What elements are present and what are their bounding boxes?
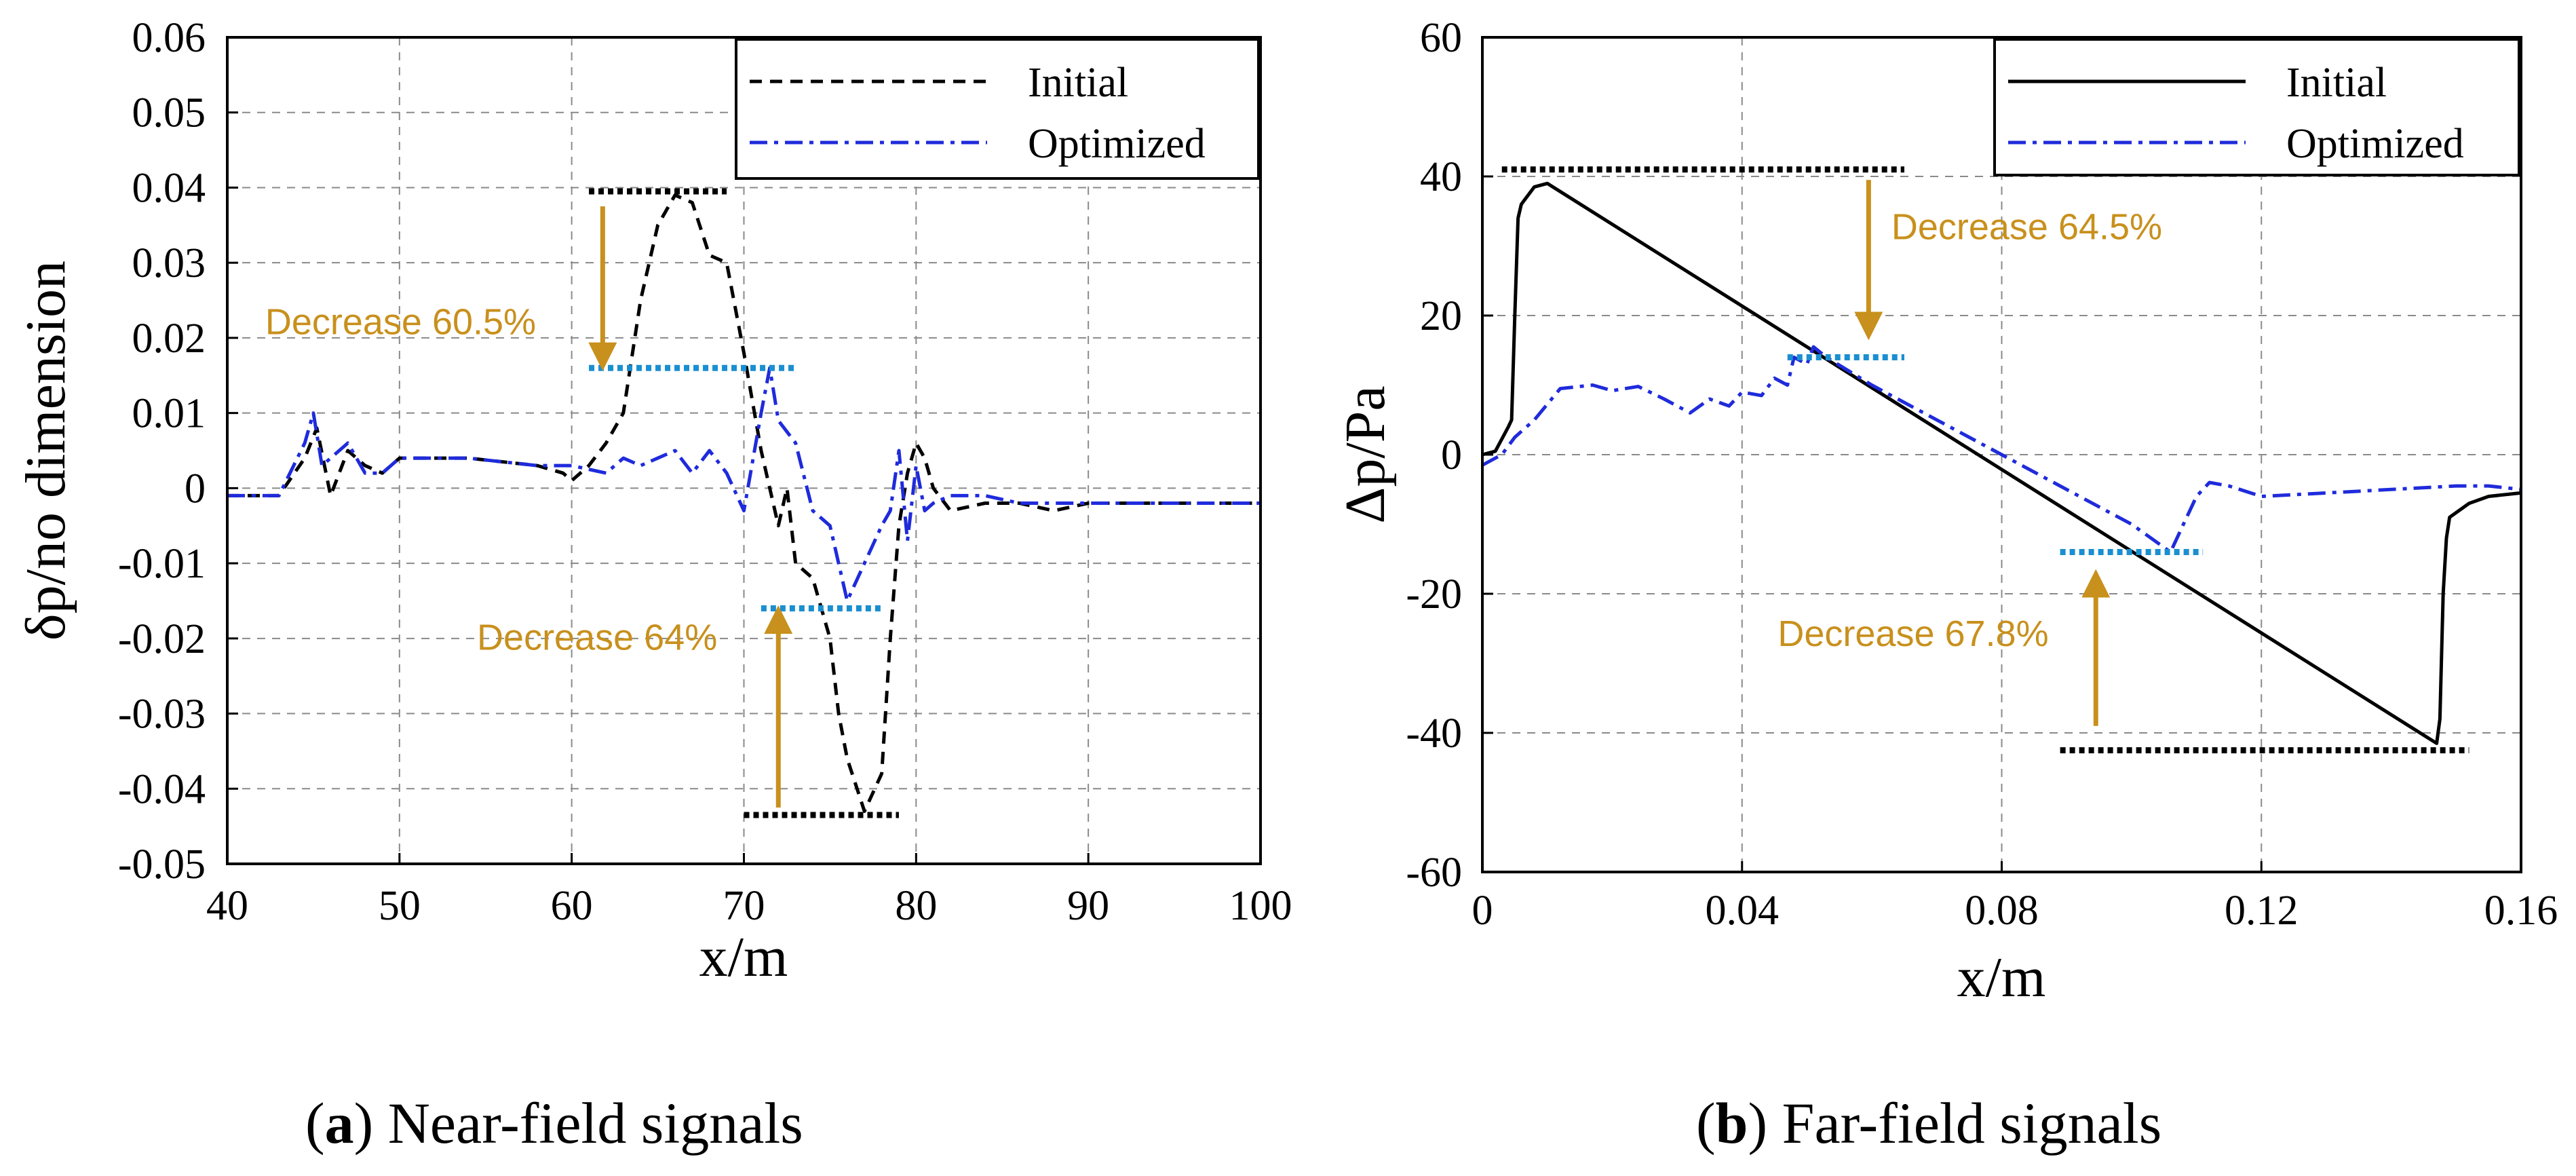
x-tick-label: 50 xyxy=(379,883,421,929)
y-tick-label: -40 xyxy=(1406,710,1462,757)
caption-far-field: (b) Far-field signals xyxy=(1696,1090,2162,1156)
plot-frame xyxy=(1481,36,2522,873)
y-axis-label: Δp/Pa xyxy=(1334,385,1397,523)
y-tick-label: 0.01 xyxy=(132,391,206,437)
legend-label-initial: Initial xyxy=(1028,60,1128,106)
y-tick-label: 60 xyxy=(1420,15,1462,61)
x-tick-label: 60 xyxy=(551,883,593,929)
legend-box xyxy=(1993,38,2520,176)
x-tick-label: 90 xyxy=(1067,883,1109,929)
caption-panel-letter: b xyxy=(1715,1090,1748,1156)
x-axis-label: x/m xyxy=(699,926,788,989)
y-tick-label: 0.05 xyxy=(132,90,206,136)
x-tick-label: 80 xyxy=(895,883,937,929)
y-tick-label: 0 xyxy=(1441,432,1462,478)
chart-far-field: 0 0.04 0.08 0.12 0.16 60 40 20 0 -20 -40 -60 Decreas… xyxy=(1334,15,2558,1009)
legend-label-optimized: Optimized xyxy=(2286,121,2464,167)
y-tick-label: -20 xyxy=(1406,571,1462,618)
chart-near-field: 40 50 60 70 80 90 100 0.06 0.05 0.04 0.03 0.02 0.01 0… xyxy=(14,15,1292,989)
x-tick-label: 100 xyxy=(1229,883,1292,929)
x-tick-label: 0.04 xyxy=(1706,888,1780,934)
y-tick-label: 20 xyxy=(1420,293,1462,339)
x-tick-label: 40 xyxy=(206,883,248,929)
annotation-label: Decrease 64% xyxy=(477,617,717,658)
y-tick-label: 0.02 xyxy=(132,316,206,362)
caption-panel-letter: a xyxy=(324,1090,354,1156)
y-tick-label: -0.01 xyxy=(118,541,206,587)
series-line-optimized xyxy=(227,366,1261,603)
annotation-label: Decrease 64.5% xyxy=(1891,206,2162,247)
y-tick-label: -0.05 xyxy=(118,841,206,888)
x-tick-label: 0.08 xyxy=(1965,888,2039,934)
y-axis-label: δp/no dimension xyxy=(14,261,77,641)
legend-box xyxy=(735,38,1260,180)
y-tick-label: 0.04 xyxy=(132,165,206,211)
y-tick-label: 0.03 xyxy=(132,240,206,286)
plot-frame xyxy=(226,36,1262,865)
y-tick-label: -0.03 xyxy=(118,691,206,738)
legend-label-initial: Initial xyxy=(2286,60,2387,106)
x-tick-label: 0.16 xyxy=(2484,888,2558,934)
annotation-label: Decrease 67.8% xyxy=(1777,613,2048,654)
y-tick-label: 0 xyxy=(185,466,206,512)
legend-label-optimized: Optimized xyxy=(1028,121,1206,167)
x-tick-label: 0.12 xyxy=(2225,888,2299,934)
y-tick-label: -60 xyxy=(1406,850,1462,896)
x-tick-label: 0 xyxy=(1472,888,1493,934)
y-tick-label: 0.06 xyxy=(132,15,206,61)
caption-text: Far-field signals xyxy=(1782,1090,2162,1156)
series-line-initial xyxy=(227,193,1261,813)
x-axis-label: x/m xyxy=(1957,946,2046,1009)
series-line-initial xyxy=(1482,181,2522,745)
y-tick-label: 40 xyxy=(1420,154,1462,200)
caption-near-field: (a) Near-field signals xyxy=(305,1090,803,1156)
y-tick-label: -0.04 xyxy=(118,766,206,812)
caption-text: Near-field signals xyxy=(387,1090,803,1156)
annotation-label: Decrease 60.5% xyxy=(265,301,536,342)
y-tick-label: -0.02 xyxy=(118,616,206,662)
x-tick-label: 70 xyxy=(723,883,765,929)
